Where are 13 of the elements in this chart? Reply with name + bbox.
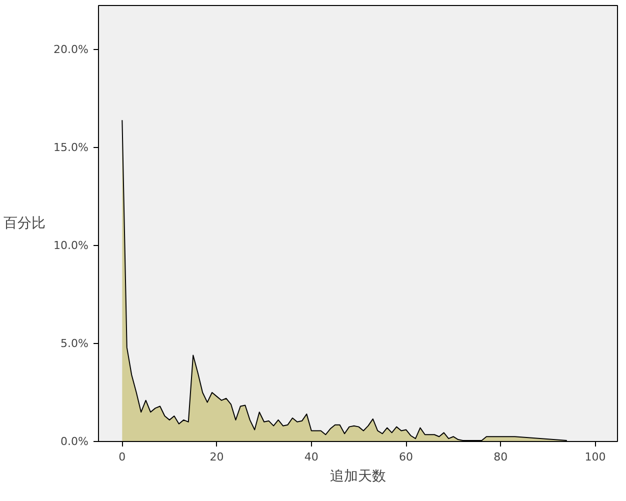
y-tick-label: 10.0% [54, 239, 89, 252]
y-tick-label: 15.0% [54, 141, 89, 154]
y-axis-title: 百分比 [4, 216, 46, 232]
y-tick-label: 5.0% [60, 337, 89, 350]
x-tick-label: 60 [399, 450, 414, 464]
x-tick-label: 40 [304, 450, 318, 464]
x-tick-label: 0 [118, 450, 126, 464]
y-tick-label: 0.0% [60, 435, 89, 448]
y-tick-label: 20.0% [54, 43, 89, 56]
x-tick-label: 100 [584, 450, 606, 464]
x-axis-title: 追加天数 [330, 468, 386, 484]
x-tick-label: 80 [494, 450, 508, 464]
x-tick-label: 20 [210, 450, 224, 464]
